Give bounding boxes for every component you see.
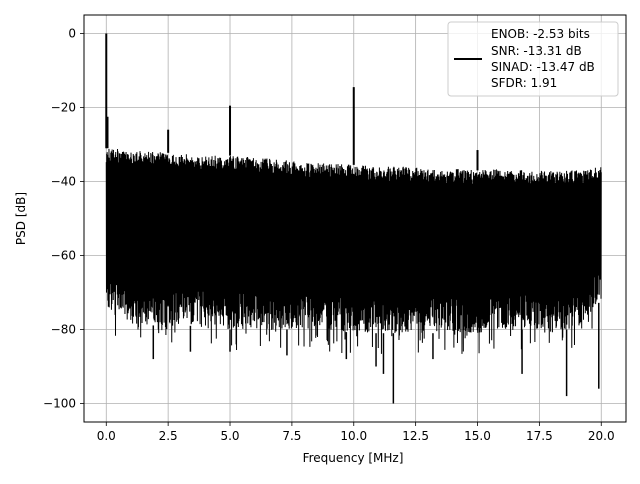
axes-frame [83, 14, 627, 423]
x-tick-label: 15.0 [464, 429, 491, 443]
axis-ticks: 0.0 2.5 5.0 7.5 10.0 12.5 15.0 17.5 20.0 0 −20 −40 −… [43, 27, 615, 444]
x-tick-label: 17.5 [526, 429, 553, 443]
x-tick-label: 20.0 [588, 429, 615, 443]
psd-trace [105, 148, 602, 354]
x-tick-label: 7.5 [282, 429, 301, 443]
y-axis-label: PSD [dB] [14, 192, 28, 245]
y-tick-label: −20 [51, 101, 76, 115]
x-tick-label: 10.0 [340, 429, 367, 443]
x-tick-label: 0.0 [97, 429, 116, 443]
y-tick-label: −40 [51, 175, 76, 189]
legend-text-sinad: SINAD: -13.47 dB [491, 60, 595, 74]
y-tick-label: −60 [51, 249, 76, 263]
y-tick-label: −100 [43, 397, 76, 411]
legend-text-enob: ENOB: -2.53 bits [491, 27, 590, 41]
legend-text-snr: SNR: -13.31 dB [491, 44, 582, 58]
x-tick-label: 12.5 [402, 429, 429, 443]
legend-text-sfdr: SFDR: 1.91 [491, 76, 557, 90]
y-tick-label: −80 [51, 323, 76, 337]
x-axis-label: Frequency [MHz] [303, 451, 404, 465]
y-tick-label: 0 [68, 27, 76, 41]
x-tick-label: 2.5 [159, 429, 178, 443]
legend: ENOB: -2.53 bits SNR: -13.31 dB SINAD: -… [447, 21, 619, 97]
legend-box [447, 21, 619, 97]
plot-area [105, 33, 602, 404]
x-tick-label: 5.0 [220, 429, 239, 443]
